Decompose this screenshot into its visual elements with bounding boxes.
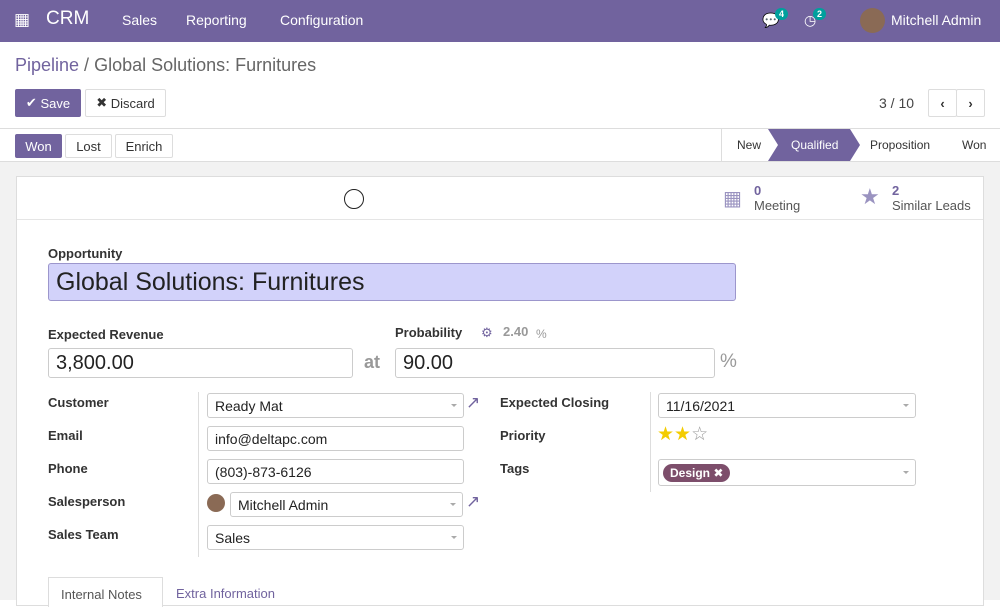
user-avatar[interactable] — [860, 8, 885, 33]
sales-team-label: Sales Team — [48, 527, 119, 542]
expected-closing-value: 11/16/2021 — [666, 397, 736, 414]
meeting-count: 0 — [754, 183, 762, 198]
priority-stars[interactable]: ★★☆ — [657, 423, 708, 446]
salesperson-label: Salesperson — [48, 494, 126, 509]
meeting-button[interactable]: ▦ 0 Meeting — [723, 183, 853, 216]
group-divider — [650, 392, 651, 492]
expected-closing-label: Expected Closing — [500, 395, 610, 410]
calendar-icon: ▦ — [723, 188, 742, 210]
at-label: at — [364, 352, 381, 372]
tags-label: Tags — [500, 461, 530, 476]
auto-probability-percent: % — [536, 327, 547, 341]
meeting-label: Meeting — [754, 198, 801, 213]
star-filled-icon[interactable]: ★ — [657, 424, 675, 445]
stage-new[interactable]: New — [737, 138, 762, 152]
pager-previous-button[interactable]: ‹ — [928, 89, 957, 117]
similar-label: Similar Leads — [892, 198, 971, 213]
save-label: Save — [40, 95, 71, 111]
button-box-divider — [17, 219, 983, 220]
opportunity-label: Opportunity — [48, 246, 123, 261]
email-label: Email — [48, 428, 83, 443]
salesperson-avatar — [207, 494, 225, 512]
save-button[interactable]: ✔ Save — [15, 89, 81, 117]
salesperson-value: Mitchell Admin — [238, 496, 329, 513]
app-name[interactable]: CRM — [46, 8, 90, 29]
lost-button[interactable]: Lost — [65, 134, 112, 158]
similar-leads-button[interactable]: ★ 2 Similar Leads — [860, 183, 985, 216]
chevron-down-icon — [903, 470, 909, 477]
similar-count: 2 — [892, 183, 900, 198]
tag-design: Design ✖ — [663, 463, 731, 482]
divider — [0, 128, 1000, 129]
phone-label: Phone — [48, 461, 88, 476]
priority-label: Priority — [500, 428, 546, 443]
breadcrumb-pipeline[interactable]: Pipeline — [15, 55, 80, 75]
star-icon: ★ — [860, 184, 880, 209]
close-icon: ✖ — [96, 95, 111, 110]
pager-next-button[interactable]: › — [956, 89, 985, 117]
phone-input[interactable]: (803)-873-6126 — [207, 459, 464, 484]
activities-badge: 2 — [813, 8, 827, 20]
tag-remove-icon[interactable]: ✖ — [713, 465, 724, 480]
group-divider — [198, 392, 199, 557]
chevron-down-icon — [903, 403, 909, 410]
sales-team-value: Sales — [215, 529, 251, 546]
salesperson-select[interactable]: Mitchell Admin — [230, 492, 463, 517]
external-link-icon[interactable]: ↗ — [466, 393, 481, 412]
top-navbar: ▦ CRM Sales Reporting Configuration 💬 4 … — [0, 0, 1000, 42]
enrich-button[interactable]: Enrich — [115, 134, 173, 158]
pager-value: 3 / 10 — [879, 95, 915, 111]
gear-icon[interactable]: ⚙ — [481, 325, 493, 340]
customer-label: Customer — [48, 395, 109, 410]
tag-label: Design — [670, 465, 711, 480]
stage-qualified[interactable]: Qualified — [791, 138, 839, 152]
menu-sales[interactable]: Sales — [122, 12, 158, 28]
divider — [0, 161, 1000, 162]
discard-label: Discard — [110, 95, 155, 111]
star-empty-icon[interactable]: ☆ — [691, 424, 709, 445]
opportunity-name-input[interactable]: Global Solutions: Furnitures — [48, 263, 736, 301]
chevron-down-icon — [451, 535, 457, 542]
tags-input[interactable]: Design ✖ — [658, 459, 916, 486]
email-input[interactable]: info@deltapc.com — [207, 426, 464, 451]
revenue-label: Expected Revenue — [48, 327, 164, 342]
user-name[interactable]: Mitchell Admin — [891, 12, 982, 28]
probability-percent: % — [720, 351, 737, 372]
tab-internal-notes[interactable]: Internal Notes — [48, 577, 163, 607]
form-sheet — [16, 176, 984, 606]
breadcrumb-current: Global Solutions: Furnitures — [94, 55, 317, 75]
menu-configuration[interactable]: Configuration — [280, 12, 364, 28]
statusbar-divider — [721, 129, 722, 161]
check-icon: ✔ — [25, 95, 41, 110]
stage-proposition[interactable]: Proposition — [870, 138, 931, 152]
sales-team-select[interactable]: Sales — [207, 525, 464, 550]
apps-menu-icon[interactable]: ▦ — [14, 10, 31, 29]
stage-won[interactable]: Won — [962, 138, 987, 152]
stage-qualified-arrow — [768, 129, 860, 161]
tab-extra-information[interactable]: Extra Information — [176, 586, 275, 601]
customer-select[interactable]: Ready Mat — [207, 393, 464, 418]
external-link-icon[interactable]: ↗ — [466, 492, 481, 511]
messages-badge: 4 — [775, 8, 789, 20]
auto-probability: 2.40 — [503, 324, 529, 339]
probability-label: Probability — [395, 325, 463, 340]
breadcrumb: Pipeline / Global Solutions: Furnitures — [15, 55, 317, 75]
mouse-cursor-icon — [344, 189, 364, 209]
customer-value: Ready Mat — [215, 397, 283, 414]
discard-button[interactable]: ✖ Discard — [85, 89, 166, 117]
won-button[interactable]: Won — [15, 134, 62, 158]
menu-reporting[interactable]: Reporting — [186, 12, 247, 28]
revenue-input[interactable]: 3,800.00 — [48, 348, 353, 378]
star-filled-icon[interactable]: ★ — [674, 424, 692, 445]
expected-closing-input[interactable]: 11/16/2021 — [658, 393, 916, 418]
chevron-down-icon — [450, 502, 456, 509]
probability-input[interactable]: 90.00 — [395, 348, 715, 378]
chevron-down-icon — [451, 403, 457, 410]
